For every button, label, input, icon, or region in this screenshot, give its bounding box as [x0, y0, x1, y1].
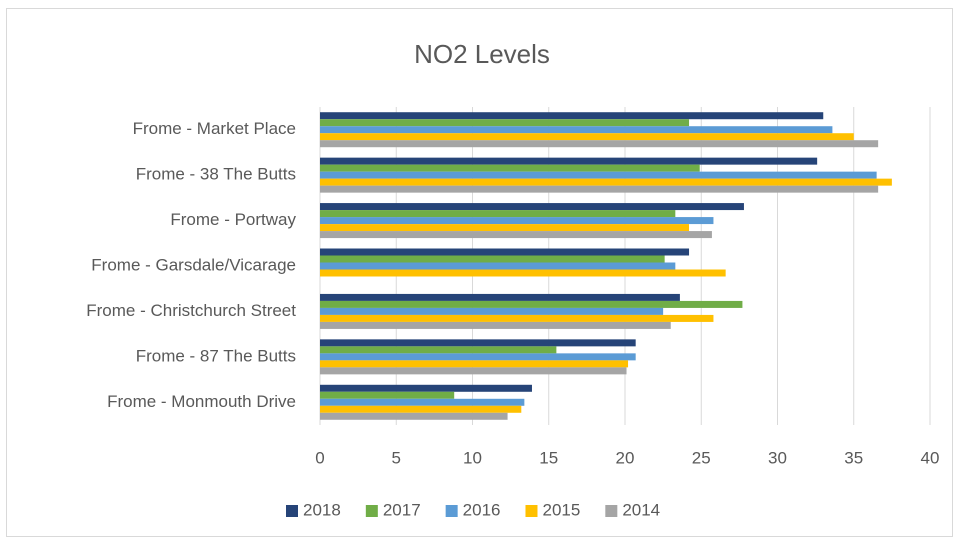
bar	[320, 269, 726, 277]
bar	[320, 405, 522, 413]
bar	[320, 314, 714, 322]
bar	[320, 391, 455, 399]
y-tick-label: Frome - Monmouth Drive	[107, 392, 296, 411]
y-tick-label: Frome - 38 The Butts	[136, 165, 296, 184]
legend-swatch	[365, 505, 378, 517]
bar	[320, 255, 665, 263]
legend-swatch	[286, 505, 298, 517]
bar	[320, 210, 676, 218]
bar	[320, 231, 712, 239]
x-tick-label: 0	[315, 448, 324, 467]
x-tick-label: 30	[768, 448, 787, 467]
bar	[320, 112, 824, 120]
bar	[320, 353, 636, 361]
legend-label: 2018	[303, 500, 341, 519]
x-tick-label: 5	[392, 448, 401, 467]
bar	[320, 171, 877, 179]
x-tick-label: 20	[616, 448, 635, 467]
bar	[320, 367, 627, 375]
bar	[320, 262, 676, 270]
bar	[320, 203, 744, 211]
bar	[320, 119, 690, 127]
bar	[320, 164, 700, 172]
bar	[320, 360, 629, 368]
legend-label: 2017	[383, 500, 421, 519]
legend-label: 2015	[542, 500, 580, 519]
bar	[320, 321, 671, 329]
x-tick-label: 25	[692, 448, 711, 467]
x-tick-label: 15	[539, 448, 558, 467]
bar	[320, 248, 690, 256]
bar	[320, 185, 879, 193]
bar	[320, 300, 743, 308]
y-tick-label: Frome - Garsdale/Vicarage	[91, 255, 296, 274]
legend-swatch	[445, 505, 458, 517]
bar	[320, 293, 680, 301]
bar	[320, 412, 508, 420]
x-tick-label: 10	[463, 448, 482, 467]
bar	[320, 346, 557, 354]
bar	[320, 178, 892, 186]
bar	[320, 133, 854, 141]
y-tick-label: Frome - Market Place	[133, 119, 296, 138]
legend-label: 2016	[463, 500, 501, 519]
bar	[320, 217, 714, 225]
x-tick-label: 35	[844, 448, 863, 467]
chart-title: NO2 Levels	[414, 39, 550, 69]
legend-swatch	[525, 505, 538, 517]
legend-swatch	[605, 505, 618, 517]
bar	[320, 140, 879, 148]
bar	[320, 157, 818, 165]
bar	[320, 339, 636, 347]
legend-label: 2014	[622, 500, 660, 519]
bar	[320, 307, 664, 315]
x-tick-label: 40	[921, 448, 940, 467]
y-tick-label: Frome - Portway	[170, 210, 296, 229]
bar	[320, 126, 833, 134]
y-tick-label: Frome - 87 The Butts	[136, 346, 296, 365]
bar	[320, 224, 690, 232]
y-tick-label: Frome - Christchurch Street	[86, 301, 296, 320]
bar	[320, 384, 532, 392]
bar	[320, 398, 525, 406]
